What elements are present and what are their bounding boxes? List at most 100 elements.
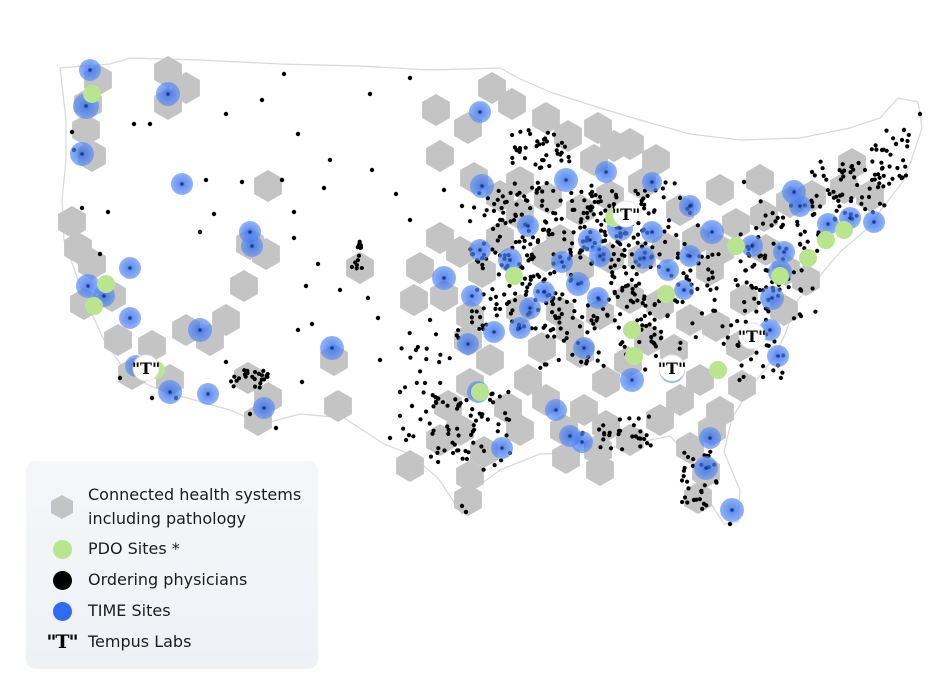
ordering-physician-dot (315, 261, 321, 267)
ordering-physician-dot (498, 306, 503, 312)
ordering-physician-dot (888, 152, 893, 157)
ordering-physician-dot (624, 271, 629, 276)
ordering-physician-dot (295, 131, 301, 137)
time-site-center (688, 204, 692, 208)
ordering-physician-dot (645, 441, 650, 446)
hexagon-icon (50, 495, 74, 519)
ordering-physician-dot (616, 257, 621, 262)
ordering-physician-dot (539, 165, 544, 170)
ordering-physician-dot (770, 211, 775, 216)
ordering-physician-dot (646, 211, 651, 216)
ordering-physician-dot (491, 400, 496, 405)
ordering-physician-dot (588, 208, 593, 213)
ordering-physician-dot (523, 292, 528, 297)
time-site-center (568, 434, 572, 438)
ordering-physician-dot (628, 298, 633, 303)
ordering-physician-dot (661, 195, 666, 200)
time-site-center (782, 250, 786, 254)
ordering-physician-dot (456, 328, 461, 333)
time-site-center (872, 220, 876, 224)
ordering-physician-dot (708, 449, 713, 454)
connected-health-system-hexagon (476, 344, 504, 376)
ordering-physician-dot (618, 312, 623, 317)
ordering-physician-dot (917, 111, 923, 117)
ordering-physician-dot (748, 357, 754, 362)
ordering-physician-dot (496, 422, 501, 427)
ordering-physician-dot (551, 210, 556, 216)
ordering-physician-dot (691, 457, 696, 462)
ordering-physician-dot (642, 206, 647, 211)
time-sites-layer (70, 59, 885, 522)
ordering-physician-dot (321, 185, 327, 191)
ordering-physician-dot (685, 454, 691, 460)
ordering-physician-dot (855, 182, 860, 188)
ordering-physician-dot (509, 132, 515, 138)
ordering-physician-dot (727, 521, 733, 527)
time-site-center (750, 244, 754, 248)
ordering-physician-dot (818, 204, 823, 209)
time-site-center (582, 346, 586, 350)
ordering-physician-dot (601, 363, 606, 368)
ordering-physician-dot (652, 326, 657, 331)
ordering-physician-dot (579, 189, 584, 194)
ordering-physician-dot (247, 411, 253, 417)
connected-health-system-hexagon (58, 206, 86, 238)
ordering-physician-dot (105, 209, 111, 215)
ordering-physician-dot (741, 374, 746, 379)
ordering-physician-dot (706, 267, 711, 272)
ordering-physician-dot (597, 427, 602, 432)
ordering-physician-dot (711, 308, 716, 313)
ordering-physician-dot (710, 270, 715, 275)
ordering-physician-dot (454, 333, 459, 338)
ordering-physician-dot (559, 312, 564, 317)
ordering-physician-dot (612, 318, 617, 323)
tempus-t-icon: "T" (612, 205, 641, 224)
ordering-physician-dot (763, 213, 768, 218)
ordering-physician-dot (603, 233, 608, 238)
connected-health-system-hexagon (494, 392, 522, 424)
ordering-physician-dot (607, 203, 612, 208)
ordering-physician-dot (579, 217, 584, 222)
ordering-physician-dot (537, 274, 542, 279)
time-site-center (102, 294, 106, 298)
ordering-physician-dot (564, 299, 570, 304)
ordering-physician-dot (893, 141, 899, 147)
ordering-physician-dot (666, 218, 672, 223)
ordering-physician-dot (663, 180, 668, 185)
ordering-physician-dot (714, 480, 719, 485)
legend-label-connected-line1: Connected health systems (88, 485, 302, 504)
ordering-physician-dot (541, 141, 546, 146)
ordering-physician-dot (802, 229, 807, 234)
ordering-physician-dot (508, 219, 513, 224)
ordering-physician-dot (684, 276, 689, 281)
ordering-physician-dot (585, 330, 590, 335)
ordering-physician-dot (408, 355, 413, 360)
time-site-center (776, 354, 780, 358)
ordering-physician-dot (601, 423, 606, 428)
ordering-physician-dot (595, 218, 600, 223)
ordering-physician-dot (591, 313, 596, 319)
ordering-physician-dot (626, 243, 631, 248)
ordering-physician-dot (504, 433, 509, 438)
ordering-physician-dot (502, 292, 507, 297)
ordering-physician-dot (680, 299, 685, 305)
connected-health-system-hexagon (430, 280, 458, 312)
ordering-physician-dot (234, 378, 239, 383)
ordering-physician-dot (337, 287, 343, 293)
ordering-physician-dot (895, 165, 900, 171)
connected-health-system-hexagon (702, 310, 730, 342)
ordering-physician-dot (638, 429, 643, 434)
ordering-physician-dot (431, 404, 436, 409)
ordering-physician-dot (810, 204, 815, 209)
pdo-site-circle (799, 249, 817, 267)
ordering-physician-dot (440, 400, 445, 405)
ordering-physician-dot (567, 159, 572, 164)
ordering-physician-dot (495, 197, 500, 202)
ordering-physician-dot (870, 159, 875, 164)
ordering-physician-dot (495, 223, 500, 228)
ordering-physician-dot (295, 327, 301, 333)
ordering-physician-dot (566, 154, 571, 160)
ordering-physician-dot (245, 368, 250, 373)
ordering-physician-dot (551, 188, 556, 193)
connected-health-system-hexagon (406, 252, 434, 284)
